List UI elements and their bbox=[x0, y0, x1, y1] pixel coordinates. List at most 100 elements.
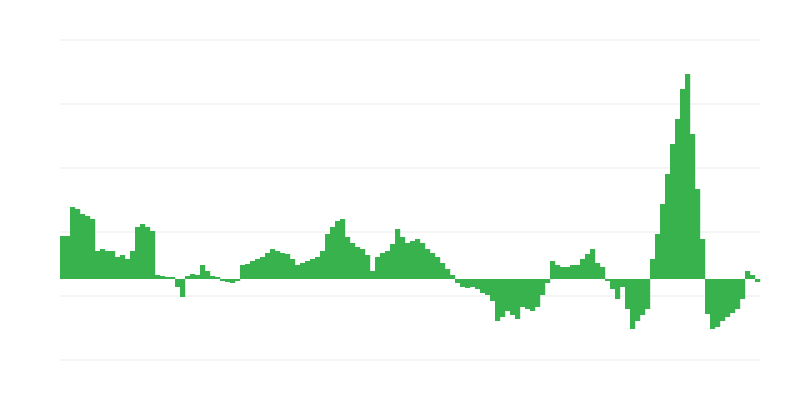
bar bbox=[680, 89, 686, 279]
bar bbox=[540, 279, 546, 295]
bar bbox=[630, 279, 636, 329]
bar bbox=[365, 255, 371, 279]
bar bbox=[605, 279, 611, 281]
bar bbox=[710, 279, 716, 329]
bar bbox=[370, 271, 376, 279]
bar bbox=[95, 251, 101, 279]
bar bbox=[740, 279, 746, 299]
bar bbox=[670, 144, 676, 279]
bar bbox=[460, 279, 466, 287]
bar bbox=[620, 279, 626, 287]
bar bbox=[305, 261, 311, 279]
bar bbox=[315, 257, 321, 279]
bar bbox=[615, 279, 621, 299]
bar bbox=[485, 279, 491, 295]
bar bbox=[300, 263, 306, 279]
bar bbox=[180, 279, 186, 297]
bar bbox=[600, 267, 606, 279]
bar bbox=[220, 279, 226, 281]
bar bbox=[705, 279, 711, 314]
bar bbox=[225, 279, 231, 282]
bar bbox=[285, 254, 291, 279]
bar bbox=[530, 279, 536, 311]
bar bbox=[510, 279, 516, 315]
bar bbox=[240, 265, 246, 279]
bar bbox=[730, 279, 736, 313]
bar bbox=[255, 259, 261, 279]
bar bbox=[420, 243, 426, 279]
bar bbox=[140, 224, 146, 279]
bar bbox=[595, 263, 601, 279]
bar bbox=[65, 236, 71, 279]
bar bbox=[490, 279, 496, 301]
bar bbox=[375, 257, 381, 279]
bar bbox=[100, 249, 106, 279]
bar bbox=[640, 279, 646, 315]
bar bbox=[590, 249, 596, 279]
bar bbox=[230, 279, 236, 283]
bar bbox=[495, 279, 501, 321]
bar bbox=[340, 219, 346, 279]
bar bbox=[725, 279, 731, 317]
bar bbox=[75, 209, 81, 279]
bar bbox=[440, 263, 446, 279]
bar bbox=[470, 279, 476, 287]
bar bbox=[85, 216, 91, 279]
bar bbox=[675, 119, 681, 279]
bar bbox=[650, 259, 656, 279]
bar bbox=[450, 275, 456, 279]
bar bbox=[195, 275, 201, 279]
bar bbox=[645, 279, 651, 309]
bar bbox=[550, 261, 556, 279]
bar bbox=[175, 279, 181, 287]
bar bbox=[570, 265, 576, 279]
bar bbox=[170, 277, 176, 279]
bar bbox=[700, 239, 706, 279]
bar bbox=[565, 267, 571, 279]
bar bbox=[580, 259, 586, 279]
bar bbox=[695, 189, 701, 279]
bar bbox=[80, 214, 86, 279]
bar bbox=[70, 207, 76, 279]
bar bbox=[410, 241, 416, 279]
bar bbox=[535, 279, 541, 307]
bar bbox=[555, 265, 561, 279]
bar bbox=[395, 229, 401, 279]
bar bbox=[755, 279, 761, 282]
bar bbox=[665, 174, 671, 279]
bar bbox=[165, 277, 171, 279]
bar bbox=[745, 271, 751, 279]
bar bbox=[435, 257, 441, 279]
bar bbox=[330, 227, 336, 279]
bar bbox=[360, 249, 366, 279]
bar bbox=[190, 274, 196, 279]
bar bbox=[455, 279, 461, 283]
bar bbox=[520, 279, 526, 307]
bar bbox=[355, 247, 361, 279]
bar bbox=[280, 253, 286, 279]
bar bbox=[500, 279, 506, 317]
bar bbox=[475, 279, 481, 289]
bar bbox=[245, 264, 251, 279]
bar bbox=[480, 279, 486, 293]
bar bbox=[560, 267, 566, 279]
bar bbox=[505, 279, 511, 311]
bar bbox=[525, 279, 531, 309]
bar bbox=[385, 251, 391, 279]
bar bbox=[160, 276, 166, 279]
bar bbox=[715, 279, 721, 327]
bar bbox=[735, 279, 741, 309]
bar bbox=[445, 269, 451, 279]
bar bbox=[310, 259, 316, 279]
bar bbox=[625, 279, 631, 309]
bar bbox=[390, 244, 396, 279]
bar bbox=[265, 253, 271, 279]
bar bbox=[635, 279, 641, 321]
bar bbox=[575, 265, 581, 279]
bar bbox=[405, 243, 411, 279]
bar bbox=[260, 257, 266, 279]
bar bbox=[125, 259, 131, 279]
bar bbox=[545, 279, 551, 283]
bar bbox=[345, 237, 351, 279]
